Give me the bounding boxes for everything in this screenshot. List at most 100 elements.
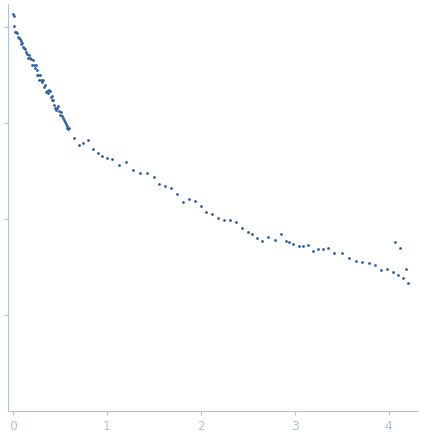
Point: [24, 50, 30, 57]
Point: [324, 245, 331, 252]
Point: [309, 248, 316, 255]
Point: [392, 239, 399, 246]
Point: [179, 198, 186, 205]
Point: [64, 123, 71, 130]
Point: [44, 90, 51, 97]
Point: [155, 181, 162, 188]
Point: [19, 40, 26, 47]
Point: [136, 170, 143, 177]
Point: [27, 55, 33, 62]
Point: [63, 125, 70, 132]
Point: [226, 216, 233, 223]
Point: [55, 102, 61, 109]
Point: [31, 64, 38, 71]
Point: [220, 217, 227, 224]
Point: [35, 71, 42, 78]
Point: [33, 67, 40, 74]
Point: [26, 52, 32, 59]
Point: [52, 104, 59, 111]
Point: [56, 111, 63, 118]
Point: [14, 34, 21, 41]
Point: [38, 76, 45, 83]
Point: [59, 113, 65, 120]
Point: [56, 108, 62, 115]
Point: [48, 93, 55, 100]
Point: [197, 202, 204, 209]
Point: [115, 161, 122, 168]
Point: [11, 22, 17, 29]
Point: [90, 145, 96, 152]
Point: [400, 274, 406, 281]
Point: [18, 37, 25, 44]
Point: [315, 246, 322, 253]
Point: [53, 107, 60, 114]
Point: [384, 266, 390, 273]
Point: [47, 94, 54, 101]
Point: [85, 137, 91, 144]
Point: [192, 198, 198, 205]
Point: [129, 167, 136, 174]
Point: [40, 77, 46, 84]
Point: [249, 230, 256, 237]
Point: [371, 261, 378, 268]
Point: [54, 104, 61, 111]
Point: [258, 237, 265, 244]
Point: [61, 119, 68, 126]
Point: [232, 219, 239, 226]
Point: [245, 228, 251, 235]
Point: [22, 45, 29, 52]
Point: [151, 173, 157, 180]
Point: [295, 243, 302, 250]
Point: [21, 45, 28, 52]
Point: [346, 255, 353, 262]
Point: [60, 116, 67, 123]
Point: [51, 101, 58, 108]
Point: [161, 183, 168, 190]
Point: [352, 257, 359, 264]
Point: [49, 97, 56, 104]
Point: [99, 153, 106, 160]
Point: [254, 235, 261, 242]
Point: [13, 30, 20, 37]
Point: [185, 195, 192, 202]
Point: [15, 34, 22, 41]
Point: [30, 61, 37, 68]
Point: [397, 244, 403, 251]
Point: [290, 240, 296, 247]
Point: [59, 115, 66, 122]
Point: [94, 149, 101, 156]
Point: [402, 265, 409, 272]
Point: [300, 243, 306, 250]
Point: [304, 242, 311, 249]
Point: [277, 230, 284, 237]
Point: [29, 57, 36, 64]
Point: [66, 125, 73, 132]
Point: [45, 87, 52, 94]
Point: [41, 84, 48, 91]
Point: [71, 135, 77, 142]
Point: [394, 272, 401, 279]
Point: [390, 268, 397, 275]
Point: [405, 280, 412, 287]
Point: [50, 97, 57, 104]
Point: [58, 108, 64, 115]
Point: [365, 259, 372, 266]
Point: [36, 76, 43, 83]
Point: [17, 41, 24, 48]
Point: [208, 210, 215, 217]
Point: [29, 61, 35, 68]
Point: [23, 49, 29, 55]
Point: [272, 237, 278, 244]
Point: [27, 56, 34, 63]
Point: [283, 237, 290, 244]
Point: [286, 238, 293, 245]
Point: [214, 215, 221, 222]
Point: [238, 224, 245, 231]
Point: [65, 126, 72, 133]
Point: [20, 44, 27, 51]
Point: [173, 191, 180, 198]
Point: [37, 72, 44, 79]
Point: [75, 142, 82, 149]
Point: [202, 209, 209, 216]
Point: [331, 250, 338, 257]
